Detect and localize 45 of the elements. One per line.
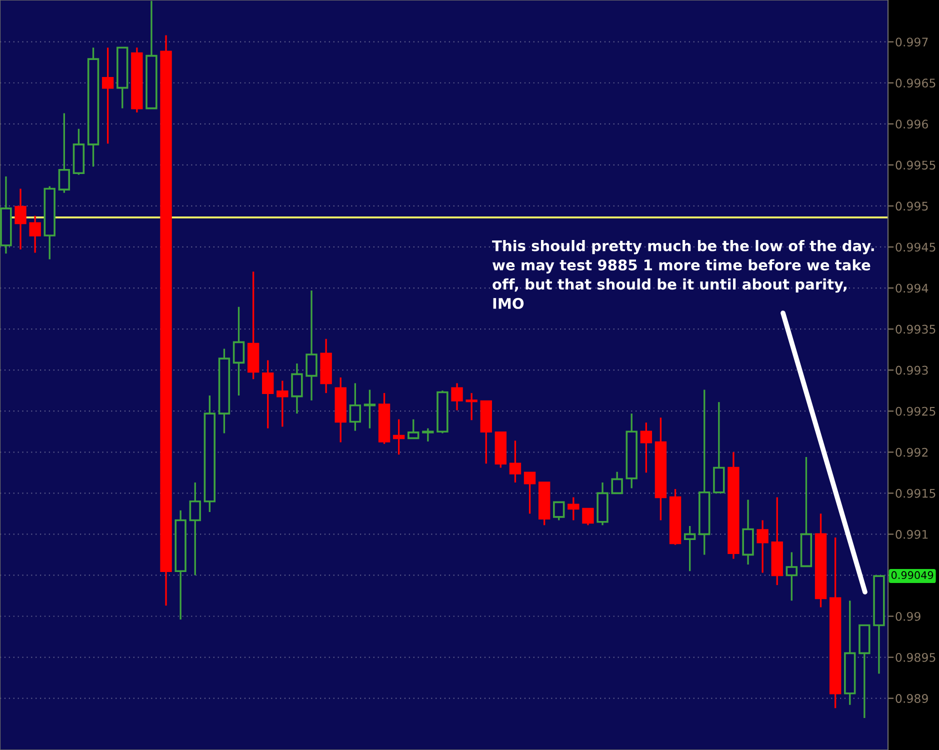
y-tick-label: 0.994 (896, 284, 928, 293)
candlestick (466, 392, 478, 421)
y-tick-label: 0.9965 (896, 78, 936, 88)
y-tick-label: 0.995 (896, 202, 928, 211)
y-tick-label: 0.989 (896, 694, 928, 703)
candlestick (568, 496, 580, 522)
candlestick (553, 501, 565, 522)
y-tick-label: 0.996 (896, 120, 928, 129)
y-tick-label: 0.9955 (896, 160, 936, 170)
candlestick (582, 508, 594, 526)
candlestick (102, 46, 114, 144)
candlestick (189, 482, 201, 576)
candlestick (262, 359, 274, 430)
candlestick (291, 362, 303, 414)
candlestick (756, 519, 768, 574)
text: 0.99049 (891, 571, 934, 580)
candlestick (349, 382, 362, 432)
candlestick (408, 418, 420, 440)
y-tick-label: 0.99 (896, 612, 920, 621)
candlestick (422, 428, 434, 442)
candlestick (29, 214, 41, 254)
candlestick (306, 290, 318, 402)
candlestick (786, 551, 798, 602)
candlestick (684, 525, 696, 572)
candlestick (524, 472, 536, 515)
y-tick-label: 0.997 (896, 38, 928, 46)
candlestick (14, 188, 26, 250)
candlestick (364, 388, 376, 430)
annotation: This should pretty much be the low of the day. we may test 9885 1 more time before we take off, but that should be it until about parity, IMO (492, 240, 874, 309)
candlestick (58, 112, 70, 194)
y-tick-label: 0.991 (896, 530, 928, 539)
candlestick (232, 306, 245, 396)
candlestick (451, 382, 463, 412)
y-tick-label: 0.9895 (896, 653, 936, 662)
y-tick-label: 0.9925 (896, 406, 936, 416)
y-tick-label: 0.9915 (896, 488, 936, 498)
candlestick (611, 470, 623, 494)
candlestick (640, 422, 652, 474)
y-tick-label: 0.992 (896, 448, 928, 457)
candlestick (509, 440, 522, 484)
y-tick-label: 0.9935 (896, 324, 936, 334)
candlestick (392, 418, 405, 456)
candlestick (276, 380, 288, 428)
y-tick-label: 0.9945 (896, 242, 936, 252)
y-tick-label: 0.993 (896, 366, 928, 375)
